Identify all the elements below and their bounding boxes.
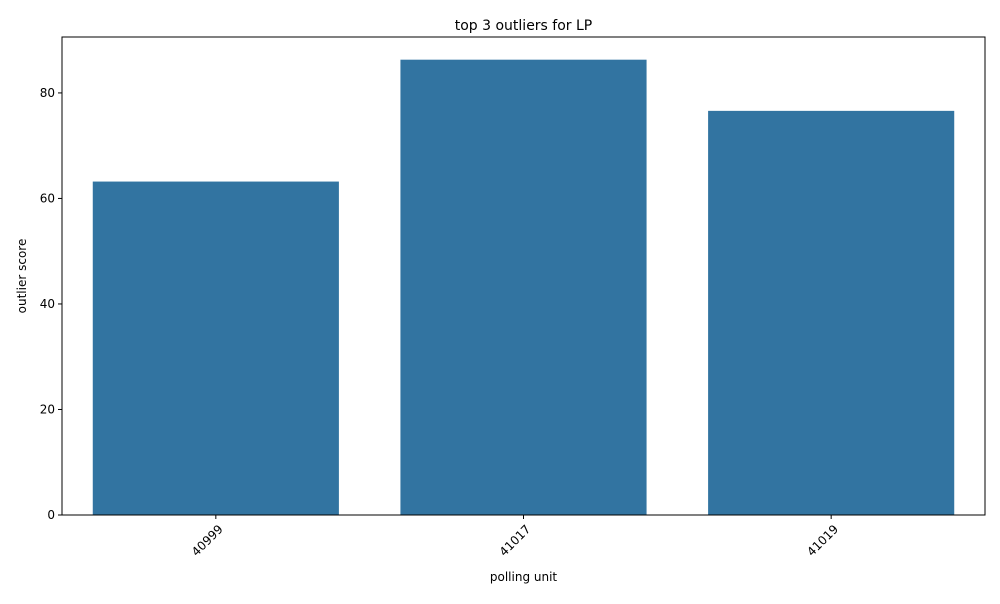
bar-40999 [92,181,339,515]
y-tick-label: 20 [40,402,55,416]
x-axis-label: polling unit [490,570,558,584]
y-tick-label: 40 [40,297,55,311]
bars-layer [92,59,955,516]
bar-41019 [708,110,955,516]
y-axis-label: outlier score [15,239,29,314]
y-tick-label: 80 [40,86,55,100]
x-tick-label: 41017 [497,522,534,559]
bar-41017 [400,59,647,516]
x-axis: 40999 41017 41019 [189,515,841,559]
y-tick-label: 0 [47,508,55,522]
y-axis: 0 20 40 60 80 [40,86,62,522]
y-tick-label: 60 [40,191,55,205]
x-tick-label: 40999 [189,522,226,559]
x-tick-label: 41019 [804,522,841,559]
chart-title: top 3 outliers for LP [455,18,593,34]
